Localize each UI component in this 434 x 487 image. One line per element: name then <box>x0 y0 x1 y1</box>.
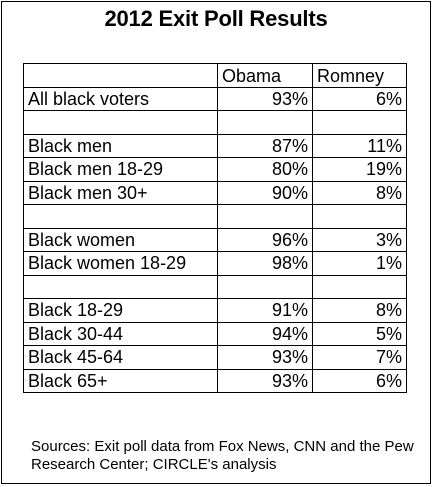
table-row: Black women 18-29 98% 1% <box>23 251 407 276</box>
source-note: Sources: Exit poll data from Fox News, C… <box>31 438 414 473</box>
chart-title: 2012 Exit Poll Results <box>104 6 328 31</box>
row-label: All black voters <box>23 86 218 111</box>
romney-value: 8% <box>312 180 407 205</box>
obama-value: 91% <box>217 298 313 323</box>
romney-value: 19% <box>312 157 407 182</box>
table-row: Black men 18-29 80% 19% <box>23 157 407 182</box>
romney-value: 3% <box>312 227 407 252</box>
obama-value: 90% <box>217 180 313 205</box>
romney-value <box>312 204 407 229</box>
table-row: Black men 87% 11% <box>23 133 407 158</box>
row-label: Black 18-29 <box>23 298 218 323</box>
table-row: Black 65+ 93% 6% <box>23 368 407 393</box>
table-row: Black women 96% 3% <box>23 227 407 252</box>
obama-value: 98% <box>217 251 313 276</box>
romney-value: 5% <box>312 321 407 346</box>
romney-value: 6% <box>312 86 407 111</box>
header-romney: Romney <box>312 63 407 88</box>
row-label <box>23 110 218 135</box>
obama-value: 93% <box>217 345 313 370</box>
header-obama: Obama <box>217 63 313 88</box>
row-label: Black women <box>23 227 218 252</box>
spacer-row <box>23 204 407 229</box>
table-row: Black 45-64 93% 7% <box>23 345 407 370</box>
romney-value: 6% <box>312 368 407 393</box>
spacer-row <box>23 110 407 135</box>
obama-value <box>217 204 313 229</box>
exit-poll-table-body: Obama Romney All black voters 93% 6% Black … <box>23 63 407 393</box>
exit-poll-table: Obama Romney All black voters 93% 6% Black … <box>23 63 407 393</box>
obama-value: 93% <box>217 368 313 393</box>
obama-value: 80% <box>217 157 313 182</box>
obama-value <box>217 110 313 135</box>
romney-value: 8% <box>312 298 407 323</box>
row-label: Black men 30+ <box>23 180 218 205</box>
table-row: Black 30-44 94% 5% <box>23 321 407 346</box>
obama-value: 96% <box>217 227 313 252</box>
row-label: Black 30-44 <box>23 321 218 346</box>
romney-value <box>312 110 407 135</box>
table-row: All black voters 93% 6% <box>23 86 407 111</box>
romney-value <box>312 274 407 299</box>
row-label: Black women 18-29 <box>23 251 218 276</box>
obama-value <box>217 274 313 299</box>
romney-value: 1% <box>312 251 407 276</box>
row-label: Black men <box>23 133 218 158</box>
table-row: Black men 30+ 90% 8% <box>23 180 407 205</box>
header-row: Obama Romney <box>23 63 407 88</box>
spacer-row <box>23 274 407 299</box>
row-label: Black 65+ <box>23 368 218 393</box>
obama-value: 94% <box>217 321 313 346</box>
romney-value: 11% <box>312 133 407 158</box>
romney-value: 7% <box>312 345 407 370</box>
header-label-cell <box>23 63 218 88</box>
row-label <box>23 274 218 299</box>
obama-value: 93% <box>217 86 313 111</box>
row-label <box>23 204 218 229</box>
row-label: Black 45-64 <box>23 345 218 370</box>
obama-value: 87% <box>217 133 313 158</box>
table-row: Black 18-29 91% 8% <box>23 298 407 323</box>
row-label: Black men 18-29 <box>23 157 218 182</box>
